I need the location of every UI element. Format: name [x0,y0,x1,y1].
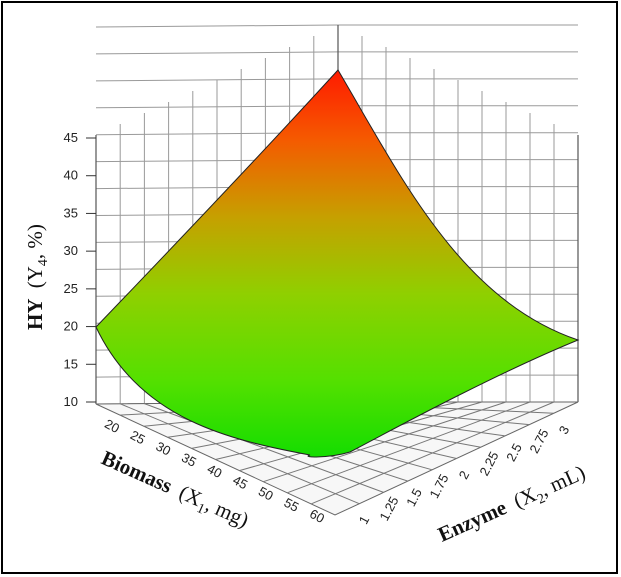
z-tick-label: 30 [64,243,78,258]
left-wall-hgrid [95,51,339,55]
left-wall-hgrid [95,105,339,109]
z-axis-title-unit: , %) [23,224,47,259]
z-axis-title-sub: 4 [36,259,51,266]
z-axis-title-main: HY [23,299,47,331]
x-tick-label: 25 [128,427,148,447]
y-tick-label: 1 [356,513,373,526]
y-tick-label: 2.25 [476,449,501,478]
z-tick-label: 15 [64,356,78,371]
y-tick-label: 3 [556,423,573,436]
z-tick-label: 35 [64,205,78,220]
floor-grid [310,401,555,505]
z-tick-label: 45 [64,130,78,145]
y-tick-label: 2.5 [503,441,525,464]
z-axis-title-open: ( [23,281,47,288]
floor-grid [287,401,531,494]
y-tick-label: 1.25 [376,494,401,523]
left-wall-hgrid [95,78,339,82]
response-surface [95,69,580,458]
x-tick-label: 55 [282,495,302,515]
z-axis-title: HY (Y4, %) [23,224,51,330]
z-axis-title-var: Y [23,266,47,281]
x-tick-label: 20 [102,416,122,436]
z-tick-label: 10 [64,394,78,409]
y-tick-label: 2.75 [526,426,551,455]
y-axis-title-var: (X [510,482,540,513]
y-tick-label: 1.5 [403,486,425,509]
surface-mesh [95,69,580,458]
floor-grid [263,401,507,483]
x-tick-label: 45 [230,472,250,492]
y-axis-title-unit: , mL) [536,460,588,501]
x-tick-label: 40 [205,461,225,481]
z-tick-label: 20 [64,319,78,334]
x-tick-label: 30 [153,439,173,459]
y-tick-label: 1.75 [426,471,451,500]
x-tick-label: 50 [256,484,276,504]
y-axis-title-main: Enzyme [434,495,510,546]
z-tick-label: 25 [64,281,78,296]
z-tick-label: 40 [64,168,78,183]
y-tick-label: 2 [456,468,473,481]
left-wall-hgrid [95,24,339,28]
x-tick-label: 60 [307,506,327,526]
x-tick-label: 35 [179,450,199,470]
x-axis-title-unit: , mg) [202,492,252,532]
